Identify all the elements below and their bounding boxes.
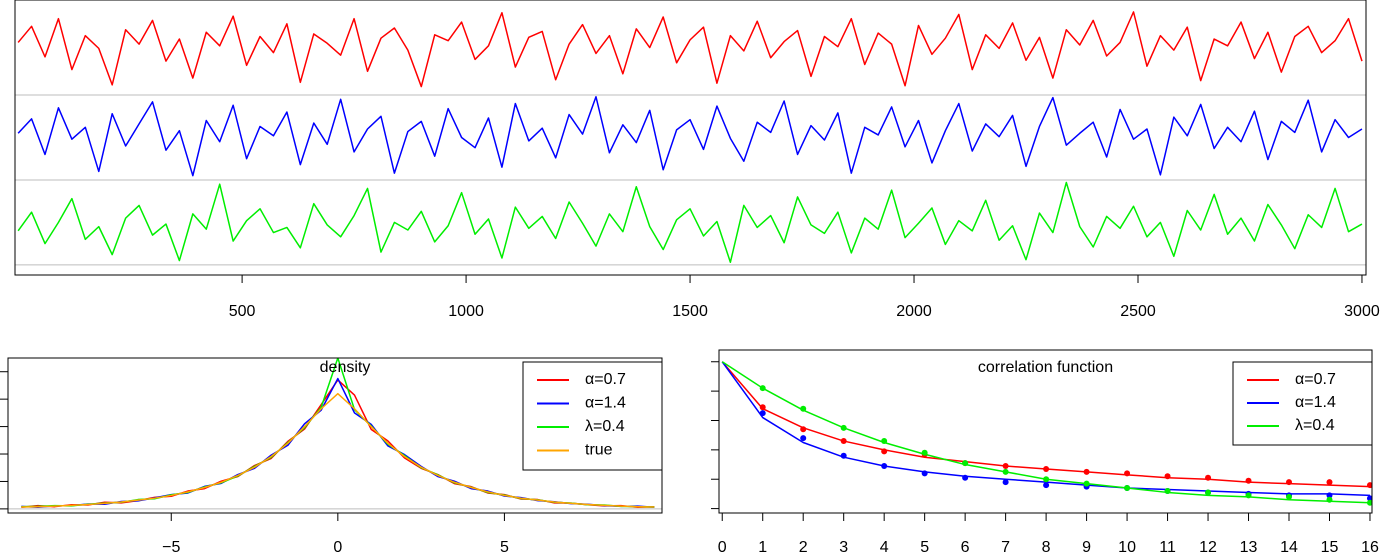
data-point: [1043, 465, 1050, 472]
data-point: [1043, 476, 1050, 483]
x-tick-label: 1500: [672, 303, 708, 320]
data-point: [1245, 492, 1252, 499]
data-point: [1043, 482, 1050, 489]
x-tick-label: 5: [920, 539, 929, 556]
data-point: [1326, 479, 1333, 486]
data-point: [1366, 495, 1372, 502]
data-point: [1286, 493, 1293, 500]
data-point: [1002, 479, 1009, 486]
data-point: [840, 424, 847, 431]
data-point: [1326, 496, 1333, 503]
data-point: [881, 463, 888, 470]
legend-label: α=0.7: [1295, 371, 1336, 388]
data-point: [921, 470, 928, 477]
data-point: [800, 435, 807, 442]
x-tick-label: 5: [500, 539, 509, 556]
data-point: [962, 460, 969, 467]
x-tick-label: 12: [1199, 539, 1217, 556]
data-point: [1002, 463, 1009, 470]
data-point: [1366, 499, 1372, 506]
chart-title: correlation function: [978, 359, 1113, 376]
series-line: [17, 96, 1363, 177]
data-point: [840, 438, 847, 445]
data-point: [1124, 485, 1131, 492]
x-tick-label: 2000: [896, 303, 932, 320]
x-tick-label: 2: [799, 539, 808, 556]
data-point: [881, 438, 888, 445]
x-tick-label: 3: [839, 539, 848, 556]
data-point: [1002, 468, 1009, 475]
x-tick-label: 16: [1361, 539, 1379, 556]
x-tick-label: 14: [1280, 539, 1298, 556]
x-tick-label: 11: [1159, 539, 1176, 556]
data-point: [1164, 487, 1171, 494]
legend-label: true: [585, 442, 613, 459]
x-tick-label: 1: [758, 539, 767, 556]
data-point: [840, 452, 847, 459]
series-line: [17, 181, 1363, 264]
data-point: [759, 404, 766, 411]
plot-area: [721, 361, 1372, 506]
series-line: [21, 392, 655, 508]
data-point: [759, 410, 766, 417]
data-point: [1205, 489, 1212, 496]
x-tick-label: 0: [333, 539, 342, 556]
plot-frame: [14, 0, 1367, 276]
data-point: [962, 474, 969, 481]
x-tick-label: 9: [1082, 539, 1091, 556]
x-tick-label: 3000: [1344, 303, 1380, 320]
legend-label: α=1.4: [1295, 394, 1336, 411]
series-line: [17, 11, 1363, 88]
legend-label: λ=0.4: [585, 418, 625, 435]
x-tick-label: 1000: [448, 303, 484, 320]
plot-area: [17, 11, 1363, 264]
x-tick-label: 10: [1118, 539, 1136, 556]
x-tick-label: 500: [229, 303, 256, 320]
x-tick-label: 13: [1240, 539, 1258, 556]
data-point: [1083, 480, 1090, 487]
x-tick-label: 4: [880, 539, 889, 556]
data-point: [1245, 477, 1252, 484]
x-tick-label: 8: [1042, 539, 1051, 556]
data-point: [800, 426, 807, 433]
data-point: [1366, 482, 1372, 489]
x-tick-label: 7: [1001, 539, 1010, 556]
legend-label: λ=0.4: [1295, 417, 1335, 434]
x-tick-label: 15: [1321, 539, 1339, 556]
data-point: [881, 448, 888, 455]
data-point: [1326, 492, 1333, 499]
data-point: [1205, 474, 1212, 481]
x-tick-label: 6: [961, 539, 970, 556]
x-tick-label: 0: [718, 539, 727, 556]
data-point: [800, 405, 807, 412]
legend-label: α=0.7: [585, 371, 626, 388]
data-point: [759, 385, 766, 392]
data-point: [1164, 473, 1171, 480]
x-tick-label: −5: [162, 539, 180, 556]
data-point: [1083, 468, 1090, 475]
data-point: [1286, 479, 1293, 486]
data-point: [1124, 470, 1131, 477]
plot-area: [21, 358, 655, 508]
legend-label: α=1.4: [585, 395, 626, 412]
data-point: [921, 449, 928, 456]
chart-title: density: [320, 359, 371, 376]
x-tick-label: 2500: [1120, 303, 1156, 320]
